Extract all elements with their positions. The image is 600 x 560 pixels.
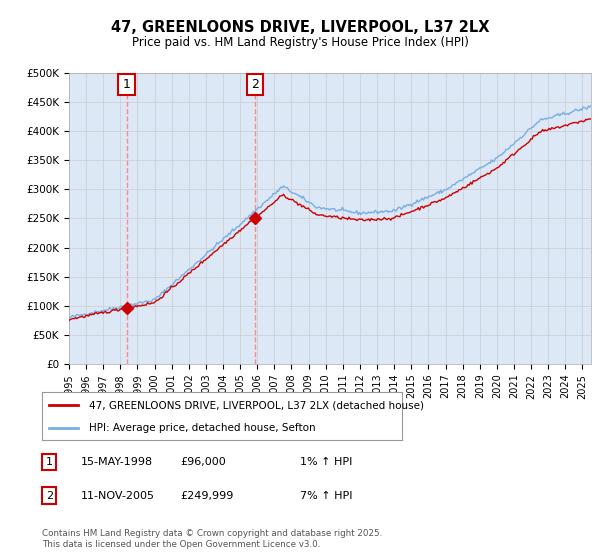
Text: Contains HM Land Registry data © Crown copyright and database right 2025.
This d: Contains HM Land Registry data © Crown c… xyxy=(42,529,382,549)
Text: Price paid vs. HM Land Registry's House Price Index (HPI): Price paid vs. HM Land Registry's House … xyxy=(131,36,469,49)
Text: 15-MAY-1998: 15-MAY-1998 xyxy=(81,457,153,467)
Text: HPI: Average price, detached house, Sefton: HPI: Average price, detached house, Seft… xyxy=(89,423,316,433)
Text: 2: 2 xyxy=(46,491,53,501)
Text: 1% ↑ HPI: 1% ↑ HPI xyxy=(300,457,352,467)
Text: 2: 2 xyxy=(251,78,259,91)
Text: 47, GREENLOONS DRIVE, LIVERPOOL, L37 2LX (detached house): 47, GREENLOONS DRIVE, LIVERPOOL, L37 2LX… xyxy=(89,400,424,410)
Text: 1: 1 xyxy=(46,457,53,467)
Text: 11-NOV-2005: 11-NOV-2005 xyxy=(81,491,155,501)
Text: 47, GREENLOONS DRIVE, LIVERPOOL, L37 2LX: 47, GREENLOONS DRIVE, LIVERPOOL, L37 2LX xyxy=(111,20,489,35)
Text: £249,999: £249,999 xyxy=(180,491,233,501)
Text: 1: 1 xyxy=(122,78,131,91)
Text: £96,000: £96,000 xyxy=(180,457,226,467)
Text: 7% ↑ HPI: 7% ↑ HPI xyxy=(300,491,353,501)
